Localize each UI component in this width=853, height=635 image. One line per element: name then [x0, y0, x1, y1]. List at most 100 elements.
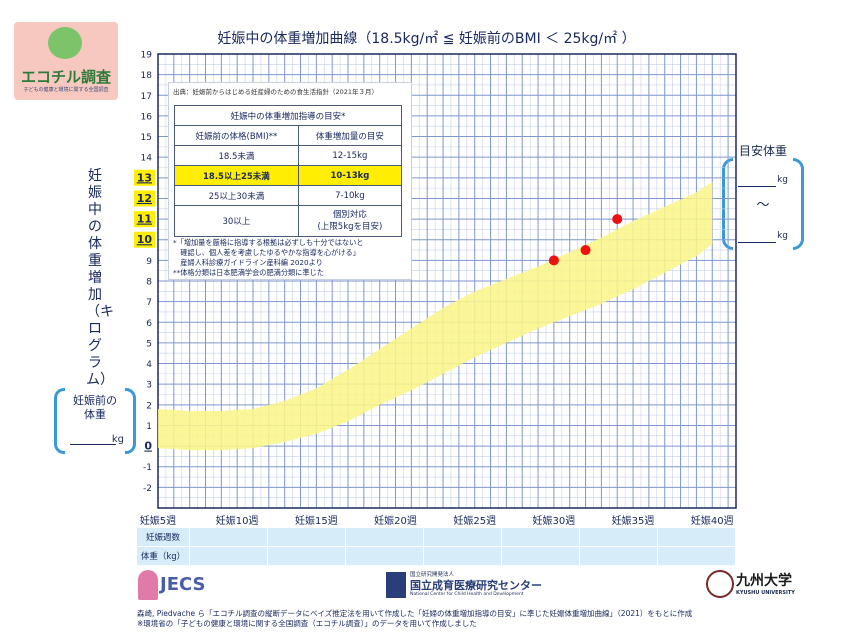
y-tick-label: 4 [146, 360, 152, 370]
note-line: *「増加量を厳格に指導する根拠は必ずしも十分ではないと [173, 238, 364, 247]
pre-weight-entry-line[interactable] [70, 444, 116, 445]
target-max-entry-line[interactable] [738, 242, 776, 243]
range-tilde: 〜 [756, 198, 770, 213]
y-tick-highlight [134, 231, 155, 248]
bmi-cell: 25以上30未満 [174, 185, 299, 206]
recommended-gain-band [158, 181, 713, 451]
kyushu-en: KYUSHU UNIVERSITY [736, 590, 795, 596]
weeks-entry-cell[interactable] [501, 527, 580, 547]
y-tick-label: -2 [143, 484, 152, 494]
note-line: 産婦人科診療ガイドライン産科編 2020より [173, 258, 323, 267]
weight-entry-cell[interactable] [189, 546, 268, 566]
weight-entry-cell[interactable] [345, 546, 424, 566]
x-tick-label: 妊娠40週 [691, 514, 734, 527]
credit-line: ※環境省の「子どもの健康と環境に関する全国調査（エコチル調査）」のデータを用いて… [137, 619, 477, 628]
weeks-entry-cell[interactable] [579, 527, 658, 547]
ncchd-logo: 国立研究開発法人 国立成育医療研究センター National Center fo… [386, 570, 546, 602]
gain-cell: 12-15kg [297, 145, 403, 166]
y-tick-label: 10 [137, 233, 153, 246]
weight-entry-cell[interactable] [423, 546, 502, 566]
target-weight-box: 目安体重 kg 〜 kg [722, 142, 804, 250]
weekly-weight-record-table: 妊娠週数 体重（kg） [136, 527, 736, 566]
y-tick-label: 12 [137, 192, 152, 205]
weeks-entry-cell[interactable] [189, 527, 268, 547]
y-tick-highlight [134, 211, 155, 228]
y-tick-label: 14 [141, 154, 153, 164]
y-tick-label: 17 [141, 92, 152, 102]
guide-header-gain: 体重増加量の目安 [297, 125, 403, 146]
chart-title: 妊娠中の体重増加曲線（18.5kg/㎡ ≦ 妊娠前のBMI ＜ 25kg/㎡ ） [217, 31, 636, 47]
y-tick-label: 5 [146, 339, 152, 349]
table-row: 体重（kg） [136, 546, 736, 566]
weight-gain-chart: -2-1012345678910111213141516171819 妊娠5週妊… [134, 51, 737, 527]
y-tick-label: 0 [144, 440, 152, 453]
guide-header-bmi: 妊娠前の体格(BMI)** [174, 125, 299, 146]
weeks-entry-cell[interactable] [657, 527, 736, 547]
weight-data-point [612, 214, 623, 225]
gain-cell-line2: (上限5kgを目安) [317, 222, 383, 232]
right-bracket [125, 388, 136, 454]
y-tick-highlight [134, 169, 155, 186]
weight-entry-cell[interactable] [267, 546, 346, 566]
weight-data-point [580, 245, 591, 256]
y-tick-label: 8 [146, 278, 152, 288]
y-tick-label: 18 [141, 71, 153, 81]
x-tick-label: 妊娠25週 [453, 514, 496, 527]
gain-cell: 10-13kg [297, 165, 403, 186]
credit-text: 森崎, Piedvache ら「エコチル調査の縦断データにベイズ推定法を用いて作… [137, 609, 692, 629]
recommended-band-layer [158, 181, 713, 451]
y-tick-label: 13 [137, 171, 152, 184]
note-line: 確認し、個人差を考慮したゆるやかな指導を心がける」 [173, 248, 360, 257]
pre-pregnancy-weight-box: 妊娠前の 体重 kg [54, 388, 136, 454]
table-row: 妊娠週数 [136, 527, 736, 547]
y-tick-label: 6 [146, 319, 152, 329]
child-face-icon [48, 27, 82, 59]
eco-child-logo: エコチル調査 子どもの健康と環境に関する全国調査 [14, 22, 118, 100]
table-row: 18.5未満 12-15kg [174, 145, 403, 166]
guide-table-title: 妊娠中の体重増加指導の目安* [174, 105, 402, 126]
pre-weight-label-2: 体重 [84, 408, 106, 421]
weight-entry-cell[interactable] [579, 546, 658, 566]
jecs-text: JECS [160, 574, 206, 595]
weeks-entry-cell[interactable] [423, 527, 502, 547]
logo-name: エコチル調査 [20, 68, 111, 86]
target-weight-label: 目安体重 [738, 144, 787, 158]
target-max-unit: kg [777, 231, 788, 241]
y-tick-label: 1 [146, 422, 152, 432]
ncchd-small: 国立研究開発法人 [410, 572, 455, 578]
university-crest-icon [706, 570, 734, 598]
weight-row-label: 体重（kg） [136, 546, 190, 566]
weeks-entry-cell[interactable] [267, 527, 346, 547]
ncchd-name: 国立成育医療研究センター [410, 579, 542, 592]
guide-notes: *「増加量を厳格に指導する根拠は必ずしも十分ではないと 確認し、個人差を考慮した… [173, 238, 409, 278]
weeks-entry-cell[interactable] [345, 527, 424, 547]
y-tick-label: 15 [141, 133, 152, 143]
y-tick-label: 3 [146, 381, 152, 391]
note-line: **体格分類は日本肥満学会の肥満分類に準じた [173, 268, 324, 277]
bmi-cell: 18.5未満 [174, 145, 299, 166]
weight-entry-cell[interactable] [657, 546, 736, 566]
source-note: 出典：妊娠前からはじめる妊産婦のための食生活指針（2021年３月） [173, 88, 379, 96]
x-tick-labels: 妊娠5週 妊娠10週 妊娠15週 妊娠20週 妊娠25週 妊娠30週 妊娠35週 妊娠40週 [140, 514, 734, 527]
table-row-highlighted: 18.5以上25未満 10-13kg [174, 165, 403, 186]
credit-line: 森崎, Piedvache ら「エコチル調査の縦断データにベイズ推定法を用いて作… [137, 609, 693, 618]
weight-gain-guide-table: 妊娠中の体重増加指導の目安* 妊娠前の体格(BMI)** 体重増加量の目安 18… [174, 105, 403, 237]
gain-cell: 7-10kg [297, 185, 403, 206]
gain-cell: 個別対応 (上限5kgを目安) [297, 205, 403, 237]
target-min-entry-line[interactable] [738, 186, 776, 187]
y-tick-label: 9 [146, 257, 152, 267]
y-tick-label: 16 [141, 112, 153, 122]
weight-entry-cell[interactable] [501, 546, 580, 566]
pre-weight-unit: kg [111, 434, 124, 445]
y-tick-label: -1 [143, 463, 152, 473]
y-tick-highlight [134, 190, 155, 207]
x-tick-label: 妊娠5週 [140, 514, 176, 527]
data-point-layer [548, 214, 623, 266]
logo-subtitle: 子どもの健康と環境に関する全国調査 [23, 87, 109, 93]
table-row: 30以上 個別対応 (上限5kgを目安) [174, 205, 403, 237]
weight-gain-guide-box: 出典：妊娠前からはじめる妊産婦のための食生活指針（2021年３月） 妊娠中の体重… [168, 82, 412, 280]
kyushu-university-logo: 九州大学 KYUSHU UNIVERSITY [706, 568, 816, 602]
footer-logos: JECS 国立研究開発法人 国立成育医療研究センター National Cent… [0, 566, 853, 606]
pre-weight-label-1: 妊娠前の [73, 394, 117, 407]
